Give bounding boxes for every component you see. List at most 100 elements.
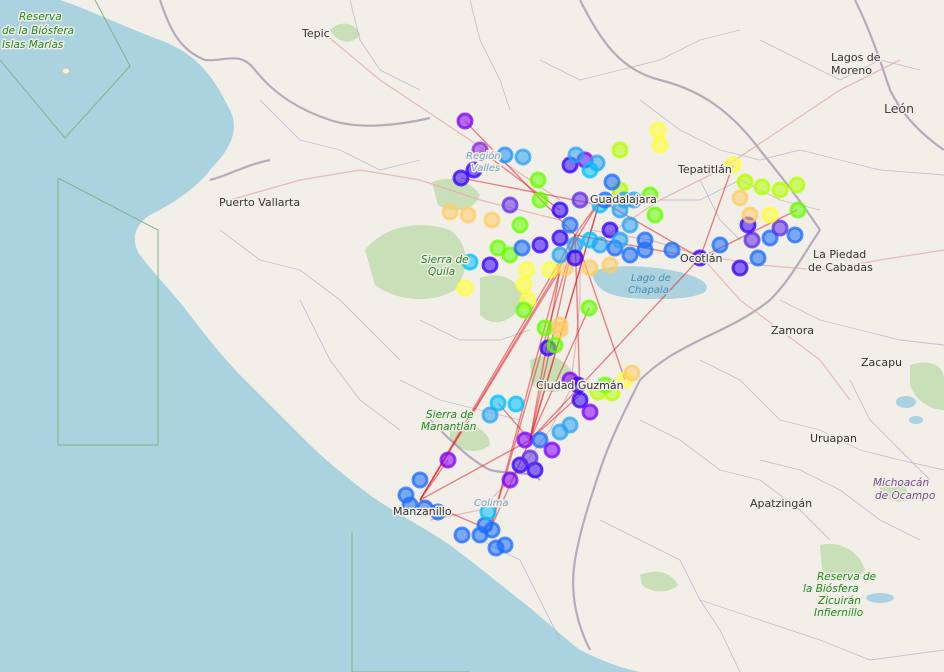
observation-marker[interactable] [483,211,501,229]
observation-marker[interactable] [481,256,499,274]
observation-marker[interactable] [551,201,569,219]
observation-marker[interactable] [566,249,584,267]
observation-marker[interactable] [487,539,505,557]
observation-marker[interactable] [581,259,599,277]
observation-marker[interactable] [453,526,471,544]
observation-marker[interactable] [571,391,589,409]
observation-marker[interactable] [724,156,742,174]
observation-marker[interactable] [731,259,749,277]
observation-marker[interactable] [489,239,507,257]
observation-marker[interactable] [465,161,483,179]
observation-marker[interactable] [461,253,479,271]
observation-marker[interactable] [551,246,569,264]
observation-marker[interactable] [663,241,681,259]
observation-marker[interactable] [743,231,761,249]
observation-marker[interactable] [515,276,533,294]
observation-marker[interactable] [611,141,629,159]
observation-marker[interactable] [623,364,641,382]
observation-marker[interactable] [561,416,579,434]
observation-marker[interactable] [515,301,533,319]
observation-marker[interactable] [741,206,759,224]
observation-marker[interactable] [543,441,561,459]
observation-marker[interactable] [625,191,643,209]
observation-marker[interactable] [452,169,470,187]
observation-marker[interactable] [580,299,598,317]
observation-marker[interactable] [761,206,779,224]
observation-marker[interactable] [551,321,569,339]
observation-marker[interactable] [511,216,529,234]
observation-marker[interactable] [541,261,559,279]
observation-marker[interactable] [531,431,549,449]
observation-marker[interactable] [561,216,579,234]
observation-marker[interactable] [601,221,619,239]
observation-marker[interactable] [646,206,664,224]
observation-marker[interactable] [571,191,589,209]
forest-area [480,275,525,323]
label-michoacan-1: Michoacán [873,477,929,489]
observation-marker[interactable] [567,146,585,164]
migration-link [699,164,734,259]
observation-marker[interactable] [471,526,489,544]
observation-marker[interactable] [788,176,806,194]
observation-marker[interactable] [411,471,429,489]
observation-marker[interactable] [581,403,599,421]
observation-marker[interactable] [601,256,619,274]
reserve-boundary [57,177,159,446]
observation-marker[interactable] [581,161,599,179]
observation-marker[interactable] [761,229,779,247]
observation-marker[interactable] [531,236,549,254]
observation-marker[interactable] [513,239,531,257]
observation-marker[interactable] [591,236,609,254]
observation-marker[interactable] [546,336,564,354]
observation-marker[interactable] [536,319,554,337]
observation-marker[interactable] [786,226,804,244]
observation-marker[interactable] [789,201,807,219]
observation-marker[interactable] [489,394,507,412]
observation-marker[interactable] [507,395,525,413]
observation-marker[interactable] [456,112,474,130]
observation-marker[interactable] [603,173,621,191]
observation-marker[interactable] [459,206,477,224]
label-lago-de: Lago de [631,273,671,284]
observation-marker[interactable] [521,449,539,467]
lake-small [909,416,923,424]
observation-marker[interactable] [621,216,639,234]
observation-marker[interactable] [736,173,754,191]
observation-marker[interactable] [621,246,639,264]
observation-marker[interactable] [441,203,459,221]
observation-marker[interactable] [518,261,536,279]
observation-marker[interactable] [479,503,497,521]
observation-marker[interactable] [501,246,519,264]
observation-marker[interactable] [501,471,519,489]
observation-marker[interactable] [711,236,729,254]
observation-marker[interactable] [516,431,534,449]
observation-marker[interactable] [611,231,629,249]
observation-marker[interactable] [691,249,709,267]
observation-marker[interactable] [596,376,614,394]
label-zicuiran-4: Infiernillo [814,607,863,619]
observation-marker[interactable] [471,141,489,159]
observation-marker[interactable] [771,181,789,199]
observation-marker[interactable] [514,148,532,166]
observation-marker[interactable] [749,249,767,267]
observation-marker[interactable] [636,241,654,259]
observation-marker[interactable] [501,196,519,214]
observation-marker[interactable] [439,451,457,469]
observation-marker[interactable] [731,189,749,207]
observation-marker[interactable] [651,136,669,154]
observation-marker[interactable] [456,279,474,297]
observation-marker[interactable] [771,219,789,237]
observation-marker[interactable] [529,171,547,189]
observation-marker[interactable] [496,146,514,164]
observation-marker[interactable] [531,191,549,209]
observation-marker[interactable] [551,229,569,247]
observation-marker[interactable] [429,503,447,521]
observation-marker[interactable] [753,178,771,196]
observation-marker[interactable] [641,186,659,204]
observation-marker[interactable] [481,406,499,424]
observation-marker[interactable] [401,496,419,514]
observation-marker[interactable] [596,191,614,209]
observation-marker[interactable] [649,121,667,139]
